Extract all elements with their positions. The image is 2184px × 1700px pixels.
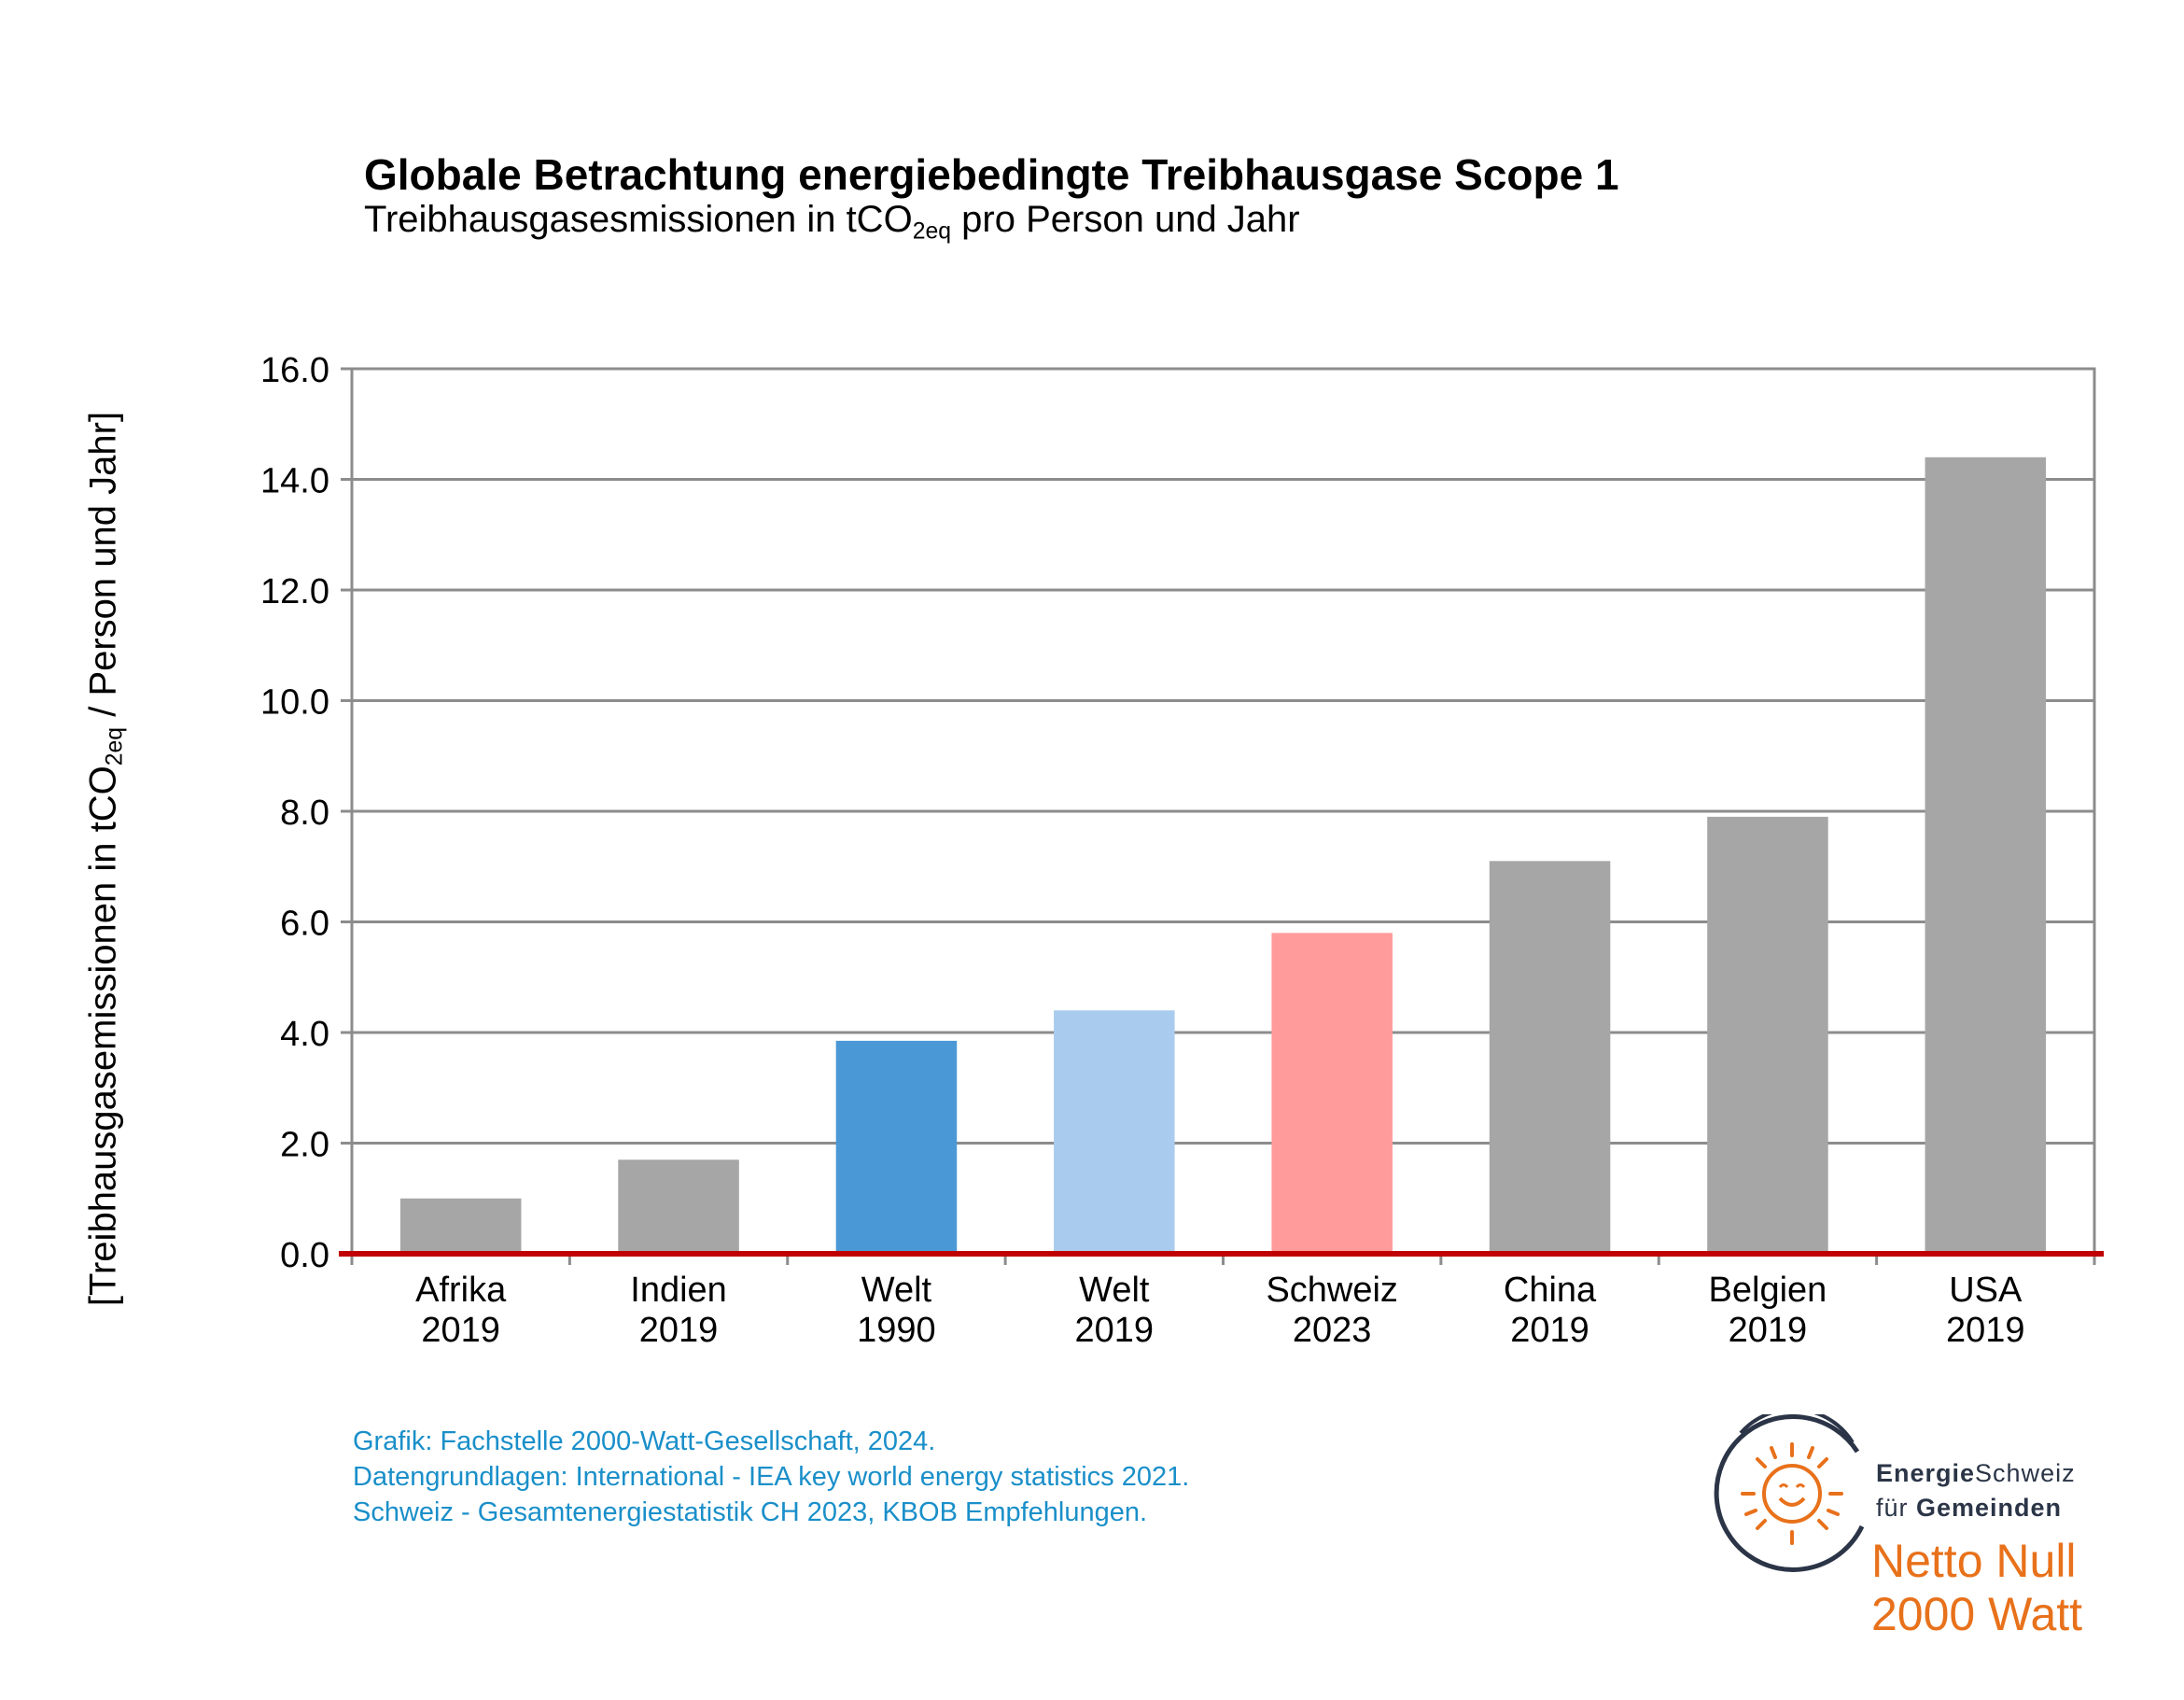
- x-tick-label: Schweiz: [1266, 1271, 1398, 1310]
- x-tick-label: Welt: [861, 1271, 932, 1310]
- y-tick-label: 0.0: [280, 1236, 329, 1275]
- y-tick-label: 4.0: [280, 1015, 329, 1054]
- bar: [399, 1198, 522, 1254]
- x-tick-label: Belgien: [1709, 1271, 1827, 1310]
- x-tick-label: 2019: [1075, 1311, 1155, 1350]
- x-tick-label: Welt: [1079, 1271, 1150, 1310]
- source-line-2: Datengrundlagen: International - IEA key…: [353, 1462, 1190, 1492]
- logo-line-2: für Gemeinden: [1876, 1494, 2063, 1522]
- x-tick-label: 2019: [421, 1311, 500, 1350]
- bar: [618, 1159, 739, 1254]
- bar: [1271, 933, 1393, 1254]
- bar: [835, 1040, 958, 1254]
- x-tick-label: Afrika: [415, 1271, 507, 1310]
- x-tick-label: 2023: [1293, 1311, 1372, 1350]
- logo-line-1: EnergieSchweiz: [1876, 1459, 2076, 1487]
- source-note: Grafik: Fachstelle 2000-Watt-Gesellschaf…: [353, 1424, 1189, 1530]
- x-tick-label: 2019: [639, 1311, 719, 1350]
- bar: [1489, 861, 1611, 1254]
- logo-netto-null: Netto Null: [1871, 1535, 2077, 1587]
- chart-title: Globale Betrachtung energiebedingte Trei…: [364, 150, 1619, 199]
- source-line-1: Grafik: Fachstelle 2000-Watt-Gesellschaf…: [353, 1426, 936, 1456]
- x-tick-label: 2019: [1729, 1311, 1808, 1350]
- y-tick-label: 14.0: [260, 462, 329, 501]
- x-tick-label: Indien: [630, 1271, 727, 1310]
- y-tick-label: 12.0: [260, 572, 329, 611]
- y-tick-label: 2.0: [280, 1126, 329, 1165]
- y-tick-label: 8.0: [280, 794, 329, 833]
- y-tick-label: 6.0: [280, 905, 329, 944]
- x-tick-label: 2019: [1510, 1311, 1589, 1350]
- x-tick-label: USA: [1949, 1271, 2023, 1310]
- x-tick-label: 1990: [857, 1311, 936, 1350]
- bar: [1707, 816, 1828, 1254]
- energieschweiz-logo: EnergieSchweiz für Gemeinden Netto Null …: [1703, 1414, 2151, 1648]
- bar-chart: 0.02.04.06.08.010.012.014.016.0Afrika201…: [260, 351, 2104, 1350]
- y-tick-label: 16.0: [260, 351, 329, 390]
- chart-subtitle: Treibhausgasesmissionen in tCO2eq pro Pe…: [364, 199, 1300, 245]
- sun-smiley-icon: [1714, 1414, 1865, 1572]
- logo-2000-watt: 2000 Watt: [1871, 1588, 2083, 1640]
- x-tick-label: China: [1504, 1271, 1597, 1310]
- source-line-3: Schweiz - Gesamtenergiestatistik CH 2023…: [353, 1497, 1148, 1527]
- bar: [1054, 1010, 1175, 1254]
- bar: [1925, 457, 2047, 1254]
- y-tick-label: 10.0: [260, 683, 329, 723]
- x-tick-label: 2019: [1946, 1311, 2025, 1350]
